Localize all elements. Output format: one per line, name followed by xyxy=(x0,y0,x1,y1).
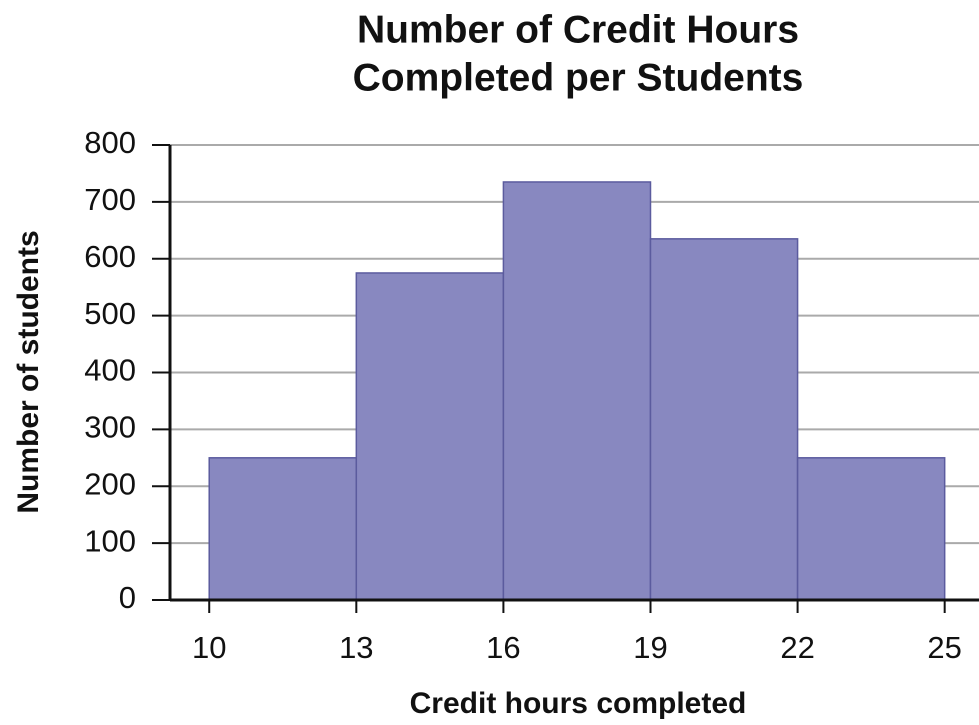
chart-title: Completed per Students xyxy=(353,56,804,99)
x-tick-label: 22 xyxy=(780,630,814,665)
x-axis-label: Credit hours completed xyxy=(410,687,747,720)
x-tick-label: 16 xyxy=(486,630,520,665)
y-tick-label: 800 xyxy=(84,125,136,160)
y-tick-label: 0 xyxy=(119,580,136,615)
bar xyxy=(502,181,652,601)
x-tick-label: 13 xyxy=(339,630,373,665)
x-tick-label: 19 xyxy=(633,630,667,665)
y-tick-label: 200 xyxy=(84,466,136,501)
y-tick-label: 400 xyxy=(84,353,136,388)
y-tick-label: 700 xyxy=(84,182,136,217)
chart-title: Number of Credit Hours xyxy=(357,8,799,51)
y-axis-label: Number of students xyxy=(12,230,45,513)
x-tick-label: 25 xyxy=(927,630,961,665)
y-tick-label: 100 xyxy=(84,523,136,558)
x-tick-label: 10 xyxy=(192,630,226,665)
bar xyxy=(208,457,358,601)
bar xyxy=(355,272,505,601)
bar xyxy=(649,238,799,601)
y-tick-label: 500 xyxy=(84,296,136,331)
y-tick-label: 600 xyxy=(84,239,136,274)
bar xyxy=(796,457,946,601)
y-tick-label: 300 xyxy=(84,410,136,445)
